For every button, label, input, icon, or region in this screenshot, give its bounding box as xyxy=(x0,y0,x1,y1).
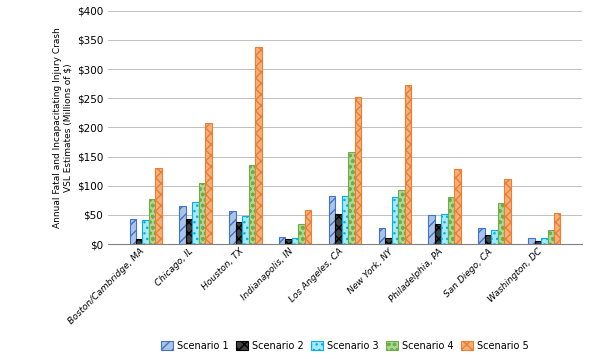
Bar xyxy=(454,169,461,244)
Bar xyxy=(491,229,497,244)
Bar xyxy=(348,152,355,244)
Bar xyxy=(355,97,361,244)
Bar xyxy=(379,228,385,244)
Bar xyxy=(554,213,560,244)
Bar xyxy=(404,85,411,244)
Bar xyxy=(435,224,442,244)
Bar xyxy=(478,228,485,244)
Bar xyxy=(497,203,504,244)
Bar xyxy=(149,199,155,244)
Bar xyxy=(385,238,392,244)
Bar xyxy=(448,197,454,244)
Bar xyxy=(548,229,554,244)
Bar xyxy=(442,214,448,244)
Bar xyxy=(229,211,236,244)
Bar xyxy=(279,237,286,244)
Bar xyxy=(186,219,193,244)
Bar xyxy=(248,165,255,244)
Bar xyxy=(136,239,142,244)
Bar xyxy=(298,224,305,244)
Bar xyxy=(205,123,212,244)
Bar xyxy=(286,239,292,244)
Bar xyxy=(541,238,548,244)
Bar xyxy=(199,183,205,244)
Bar xyxy=(342,196,348,244)
Bar xyxy=(485,236,491,244)
Bar xyxy=(242,216,248,244)
Legend: Scenario 1, Scenario 2, Scenario 3, Scenario 4, Scenario 5: Scenario 1, Scenario 2, Scenario 3, Scen… xyxy=(158,338,532,354)
Bar xyxy=(398,190,404,244)
Bar xyxy=(305,210,311,244)
Bar xyxy=(255,47,262,244)
Bar xyxy=(528,238,535,244)
Bar xyxy=(193,201,199,244)
Bar xyxy=(428,215,435,244)
Bar xyxy=(179,206,186,244)
Bar xyxy=(329,196,335,244)
Bar xyxy=(142,220,149,244)
Bar xyxy=(130,219,136,244)
Bar xyxy=(392,197,398,244)
Bar xyxy=(335,214,342,244)
Bar xyxy=(236,222,242,244)
Bar xyxy=(535,241,541,244)
Bar xyxy=(292,238,298,244)
Bar xyxy=(155,168,162,244)
Bar xyxy=(504,179,511,244)
Y-axis label: Annual Fatal and Incapacitating Injury Crash
VSL Estimates (Millions of $): Annual Fatal and Incapacitating Injury C… xyxy=(53,27,73,228)
